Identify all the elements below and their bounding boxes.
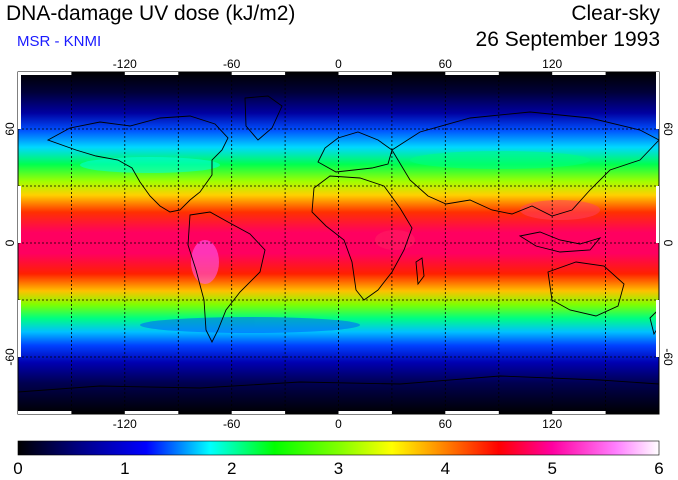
lon-labels-bottom: -120 -60 0 60 120 — [113, 417, 563, 431]
coast-asia — [391, 111, 659, 217]
lon-label-bottom: 0 — [335, 417, 342, 431]
coast-greenland — [244, 95, 283, 141]
coast-antarctica — [18, 375, 659, 393]
map-title: DNA-damage UV dose (kJ/m2) — [6, 2, 296, 25]
lat-label-right: -60 — [661, 348, 675, 366]
lat-labels-left: 60 0 -60 — [3, 122, 17, 366]
colorbar-tick-label: 1 — [120, 459, 129, 478]
colorbar-tick-label: 4 — [441, 459, 450, 478]
lat-label-right: 60 — [661, 122, 675, 136]
sky-condition-label: Clear-sky — [571, 2, 660, 25]
lat-label-right: 0 — [661, 240, 675, 247]
map-panel — [17, 71, 660, 415]
uv-field-patches — [80, 151, 600, 333]
colorbar-ramp — [17, 440, 660, 456]
lat-label-left: 0 — [3, 239, 17, 246]
lat-label-left: 60 — [3, 122, 17, 136]
colorbar-tick-label: 0 — [13, 459, 22, 478]
lon-label-bottom: 60 — [439, 417, 453, 431]
date-label: 26 September 1993 — [475, 28, 660, 51]
lon-label-top: 120 — [542, 57, 562, 71]
colorbar-tick-label: 5 — [547, 459, 556, 478]
coast-north-america — [46, 115, 229, 213]
colorbar-tick-label: 2 — [227, 459, 236, 478]
colorbar: 0 1 2 3 4 5 6 — [13, 440, 664, 478]
lat-labels-right: 60 0 -60 — [661, 122, 675, 366]
lon-label-bottom: -60 — [223, 417, 241, 431]
lon-label-top: -120 — [113, 57, 137, 71]
coast-south-america — [187, 211, 266, 344]
graticule — [18, 72, 659, 414]
colorbar-tick-label: 6 — [654, 459, 663, 478]
coast-africa — [311, 175, 413, 301]
map-frame — [17, 71, 660, 415]
lon-label-bottom: 120 — [542, 417, 562, 431]
coast-indonesia — [518, 231, 602, 253]
source-label: MSR - KNMI — [17, 33, 102, 50]
lon-label-top: -60 — [223, 57, 241, 71]
coast-new-zealand — [649, 311, 659, 336]
lon-label-top: 60 — [439, 57, 453, 71]
coast-madagascar — [415, 257, 425, 286]
coast-australia — [547, 261, 625, 317]
lat-label-left: -60 — [3, 348, 17, 366]
lon-label-top: 0 — [335, 57, 342, 71]
lon-label-bottom: -120 — [113, 417, 137, 431]
colorbar-tick-label: 3 — [334, 459, 343, 478]
lon-labels-top: -120 -60 0 60 120 — [113, 57, 563, 71]
